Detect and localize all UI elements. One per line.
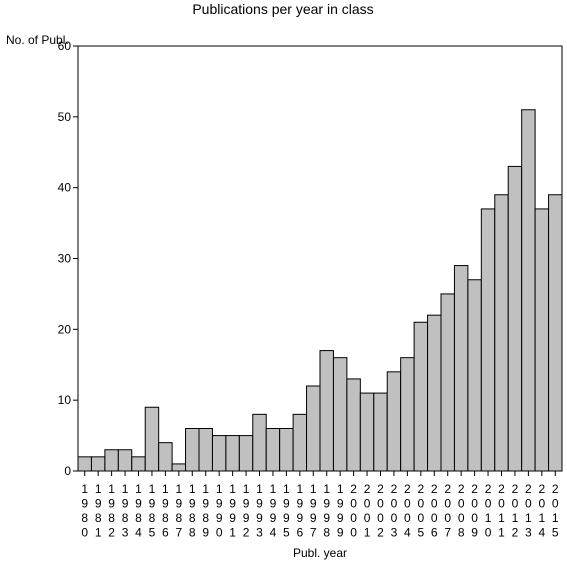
- bar-1994: [265, 428, 281, 472]
- bar-1991: [225, 435, 240, 472]
- bar-1987: [171, 463, 187, 472]
- bar-2006: [427, 314, 442, 472]
- bar-2003: [386, 371, 402, 472]
- bar-1992: [238, 435, 254, 472]
- bar-1982: [104, 449, 119, 472]
- bars: [77, 109, 563, 472]
- bar-2001: [359, 392, 375, 472]
- x-axis-label: Publ. year: [293, 546, 347, 560]
- bar-1984: [131, 456, 146, 472]
- bar-2000: [346, 378, 361, 472]
- bar-1983: [117, 449, 133, 472]
- bar-1990: [211, 435, 227, 472]
- bar-1980: [77, 456, 92, 472]
- bar-2009: [467, 279, 482, 472]
- bar-2008: [453, 265, 469, 472]
- bar-1988: [185, 428, 200, 472]
- bar-1996: [292, 413, 308, 472]
- bar-1997: [306, 385, 321, 472]
- bar-1989: [198, 428, 213, 472]
- bar-2011: [494, 194, 509, 472]
- y-tick-label: 30: [58, 252, 72, 266]
- x-axis-ticks: 1 9 8 0 1 9 8 1 1 9 8 2 1 9 8 3 1 9 8 4 1 9 8 5 1 9 8 6 1 9 8 7 1 9 8 8 1 9 8 9…: [81, 471, 559, 540]
- bar-2007: [440, 293, 455, 472]
- bar-2002: [373, 392, 388, 472]
- y-tick-label: 60: [58, 39, 72, 53]
- y-tick-label: 10: [58, 393, 72, 407]
- bar-2005: [413, 321, 429, 472]
- bar-1993: [252, 413, 267, 472]
- bar-1999: [332, 357, 348, 472]
- y-tick-label: 0: [64, 464, 71, 478]
- y-tick-label: 50: [58, 110, 72, 124]
- bar-2012: [507, 165, 523, 472]
- bar-1998: [319, 350, 334, 472]
- bar-2013: [521, 109, 536, 472]
- y-axis: 0 10 20 30 40 50 60: [58, 39, 78, 478]
- y-tick-label: 20: [58, 322, 72, 336]
- bar-2004: [400, 357, 415, 472]
- bar-1986: [158, 442, 173, 472]
- bar-1995: [279, 428, 294, 472]
- bar-1981: [90, 456, 106, 472]
- bar-1985: [144, 406, 160, 472]
- bar-2010: [480, 208, 496, 472]
- bar-2014: [534, 208, 550, 472]
- chart-title: Publications per year in class: [192, 1, 373, 17]
- y-tick-label: 40: [58, 181, 72, 195]
- y-axis-label: No. of Publ.: [6, 33, 69, 47]
- bar-2015: [548, 194, 563, 472]
